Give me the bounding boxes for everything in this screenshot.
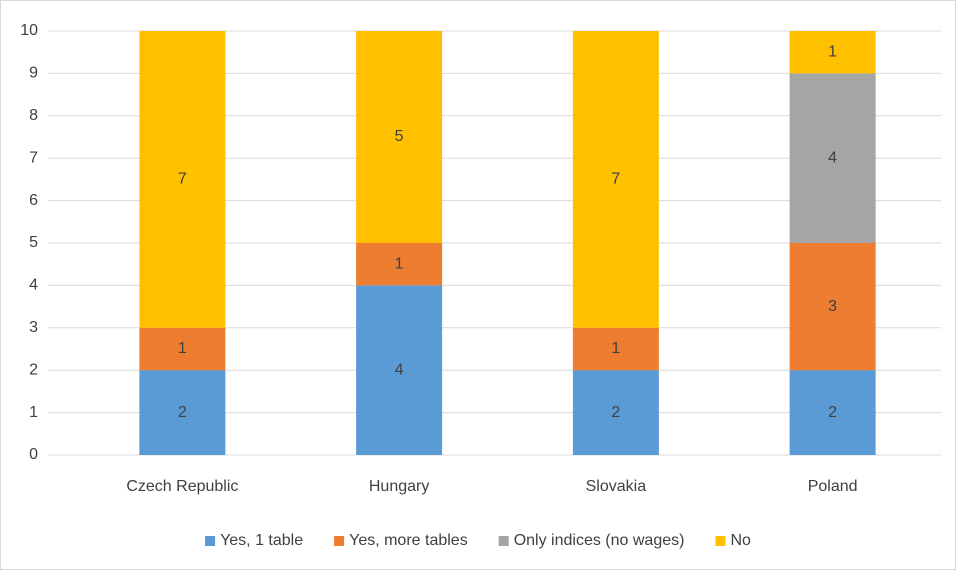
x-tick-label: Hungary <box>369 478 429 495</box>
legend-swatch <box>715 536 726 546</box>
y-tick-label: 0 <box>29 446 38 463</box>
y-tick-label: 3 <box>29 319 38 336</box>
x-tick-label: Poland <box>808 478 858 495</box>
bar-segment <box>789 73 876 244</box>
bar-segment <box>139 31 226 328</box>
bar-segment <box>139 370 226 455</box>
data-label: 4 <box>395 361 404 378</box>
legend-label: No <box>730 532 751 549</box>
y-tick-label: 8 <box>29 107 38 124</box>
legend-swatch <box>498 536 509 546</box>
data-label: 2 <box>611 404 620 421</box>
bar-segment <box>572 327 659 371</box>
y-tick-label: 2 <box>29 361 38 378</box>
data-label: 1 <box>828 43 837 60</box>
data-label: 3 <box>828 298 837 315</box>
y-tick-label: 10 <box>20 22 38 39</box>
bar-segment <box>572 31 659 328</box>
data-label: 7 <box>611 171 620 188</box>
legend-swatch <box>205 536 216 546</box>
data-label: 1 <box>395 255 404 272</box>
y-tick-label: 9 <box>29 65 38 82</box>
y-tick-label: 1 <box>29 404 38 421</box>
x-tick-label: Slovakia <box>586 478 647 495</box>
y-tick-label: 5 <box>29 234 38 251</box>
bar-segment <box>356 243 443 286</box>
bar-segment <box>572 370 659 455</box>
data-label: 1 <box>611 340 620 357</box>
legend-label: Yes, more tables <box>349 532 468 549</box>
bar-segment <box>356 285 443 455</box>
legend-label: Only indices (no wages) <box>514 532 685 549</box>
bar-segment <box>139 327 226 371</box>
legend-label: Yes, 1 table <box>220 532 303 549</box>
legend-swatch <box>334 536 345 546</box>
x-tick-label: Czech Republic <box>126 478 238 495</box>
y-tick-label: 6 <box>29 192 38 209</box>
bar-segment <box>789 243 876 371</box>
bar-segment <box>789 31 876 74</box>
bar-segment <box>789 370 876 455</box>
data-label: 1 <box>178 340 187 357</box>
data-label: 4 <box>828 149 837 166</box>
data-label: 2 <box>828 404 837 421</box>
bar-segment <box>356 31 443 243</box>
y-tick-label: 7 <box>29 149 38 166</box>
data-label: 7 <box>178 171 187 188</box>
data-label: 5 <box>395 128 404 145</box>
data-label: 2 <box>178 404 187 421</box>
y-tick-label: 4 <box>29 277 38 294</box>
